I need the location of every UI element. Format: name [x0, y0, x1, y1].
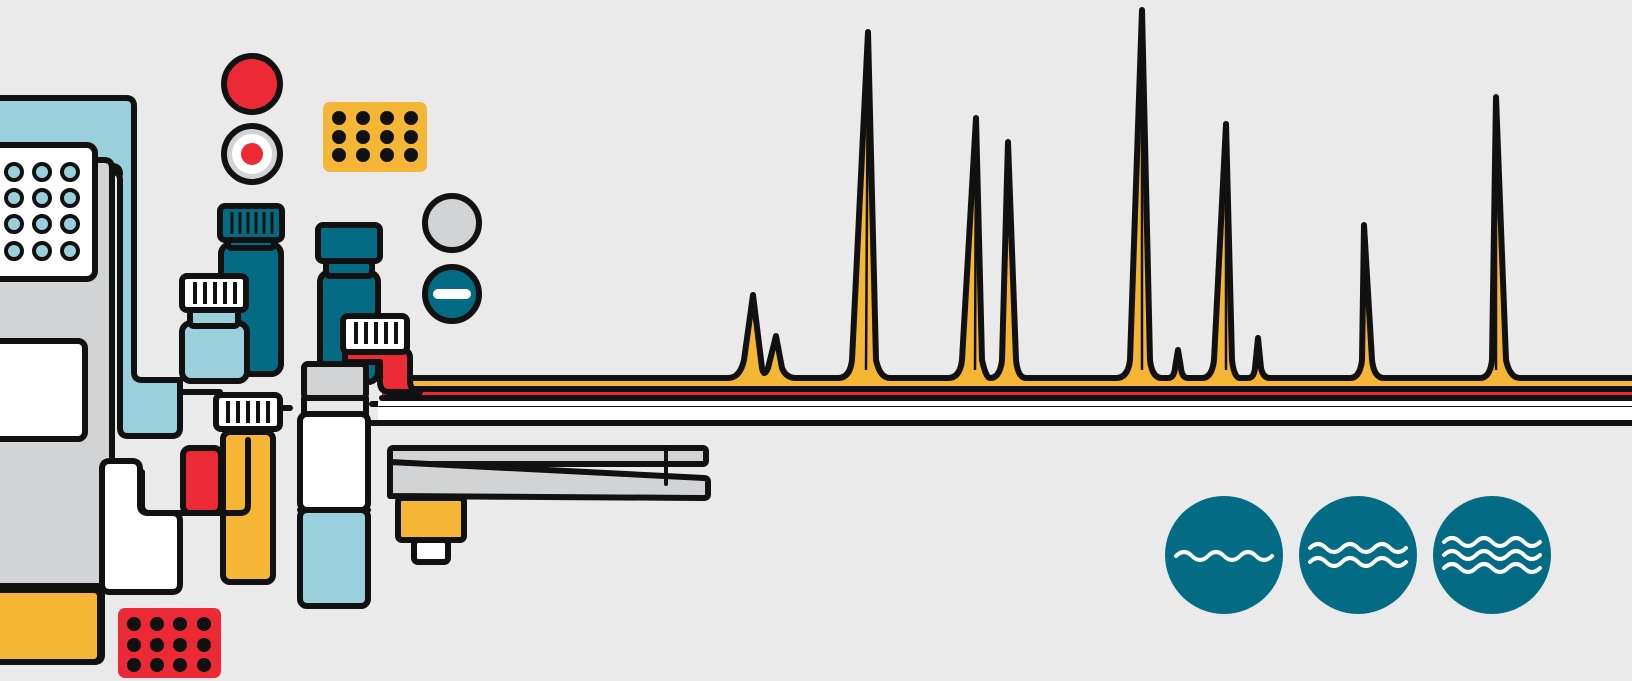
record-red-icon	[221, 53, 283, 115]
minus-indicator-icon	[422, 264, 482, 324]
chromatogram-trace	[379, 7, 1632, 401]
grey-indicator-icon	[422, 193, 482, 253]
outlet-lines	[369, 398, 1632, 426]
yellow-keypad	[323, 102, 427, 172]
white-cap-bottle	[213, 392, 283, 432]
record-target-icon	[221, 123, 283, 185]
white-bottle	[340, 313, 410, 355]
slow-flow-icon	[1165, 496, 1283, 614]
medium-flow-icon	[1299, 496, 1417, 614]
yellow-base	[0, 587, 103, 665]
instrument-cabinet	[0, 95, 183, 665]
light-blue-bottle	[179, 273, 250, 384]
column-bottle	[297, 361, 371, 609]
sample-well-grid	[4, 162, 80, 261]
injector-syringe	[387, 445, 711, 565]
red-sample-vial	[180, 445, 224, 516]
display-panel	[0, 338, 88, 442]
white-drawer	[77, 458, 183, 665]
red-keypad	[118, 608, 221, 678]
fast-flow-icon	[1433, 496, 1551, 614]
tubing-light-blue	[109, 163, 123, 177]
